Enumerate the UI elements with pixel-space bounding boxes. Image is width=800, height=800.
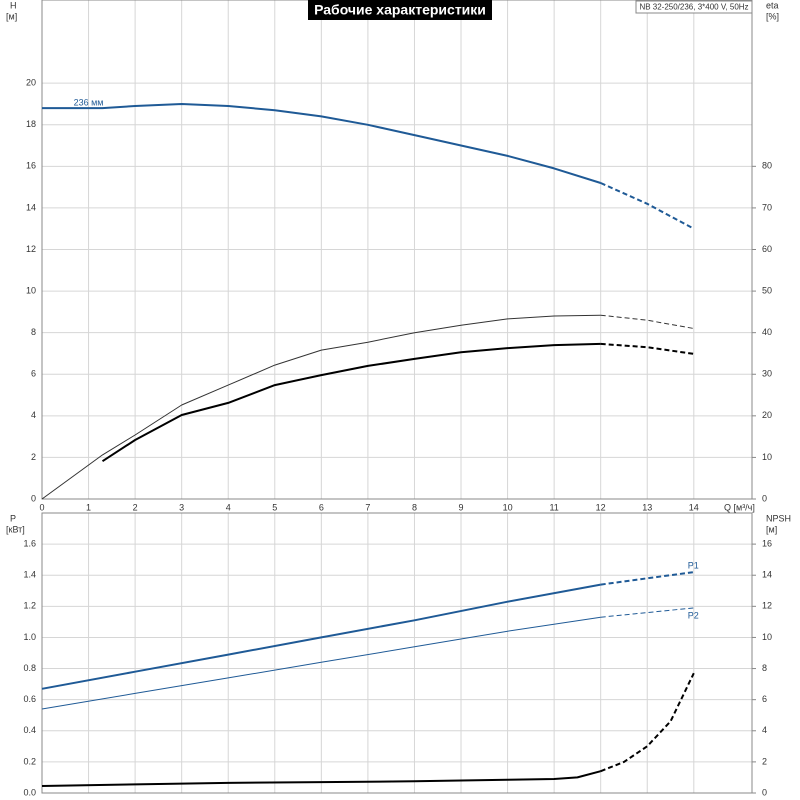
x-tick-label: 12: [596, 502, 606, 512]
y-tick-label: 20: [26, 78, 36, 88]
y-tick-label: 14: [26, 202, 36, 212]
y2-axis-label: NPSH: [766, 513, 791, 523]
y-tick-label: 16: [26, 161, 36, 171]
y2-tick-label: 60: [762, 244, 772, 254]
y-tick-label: 0.4: [23, 725, 36, 735]
y2-tick-label: 4: [762, 725, 767, 735]
x-tick-label: 5: [272, 502, 277, 512]
y2-tick-label: 0: [762, 787, 767, 797]
x-tick-label: 3: [179, 502, 184, 512]
plot-frame: [41, 0, 753, 500]
y-tick-label: 0.6: [23, 694, 36, 704]
curve: [41, 616, 601, 710]
y2-tick-label: 80: [762, 161, 772, 171]
y2-tick-label: 10: [762, 452, 772, 462]
y2-tick-label: 50: [762, 285, 772, 295]
curve: [101, 342, 601, 463]
y-tick-label: 0.2: [23, 756, 36, 766]
y-tick-label: 18: [26, 119, 36, 129]
y2-axis-unit: [м]: [766, 524, 777, 534]
title-box: [308, 0, 492, 20]
y-axis-label: H: [10, 0, 17, 10]
y-tick-label: 0: [31, 493, 36, 503]
y-tick-label: 1.0: [23, 632, 36, 642]
x-tick-label: 10: [503, 502, 513, 512]
series-label: P2: [688, 610, 699, 620]
y2-tick-label: 70: [762, 202, 772, 212]
x-tick-label: 1: [86, 502, 91, 512]
y-tick-label: 0.8: [23, 663, 36, 673]
curve: [41, 583, 601, 690]
subtitle-box: [635, 0, 753, 14]
y-axis-label: P: [10, 513, 16, 523]
x-tick-label: 2: [133, 502, 138, 512]
curve: [41, 314, 601, 500]
x-tick-label: 9: [459, 502, 464, 512]
y-tick-label: 1.2: [23, 601, 36, 611]
y-tick-label: 1.6: [23, 538, 36, 548]
x-tick-label: 11: [549, 502, 558, 512]
curve-dashed: [600, 182, 695, 230]
y-tick-label: 4: [31, 410, 36, 420]
y-axis-unit: [м]: [6, 11, 17, 21]
plot-frame: [41, 512, 753, 794]
y2-tick-label: 6: [762, 694, 767, 704]
curve-dashed: [600, 672, 695, 773]
y2-tick-label: 12: [762, 601, 772, 611]
curve: [41, 770, 601, 787]
y-tick-label: 2: [31, 452, 36, 462]
y2-tick-label: 40: [762, 327, 772, 337]
y2-tick-label: 30: [762, 369, 772, 379]
y-tick-label: 8: [31, 327, 36, 337]
y2-tick-label: 10: [762, 632, 772, 642]
curve: [42, 103, 601, 184]
y-tick-label: 1.4: [23, 570, 36, 580]
y2-tick-label: 0: [762, 493, 767, 503]
y2-axis-label: eta: [766, 0, 779, 10]
y2-tick-label: 14: [762, 570, 772, 580]
chart-subtitle: NB 32-250/236, 3*400 V, 50Hz: [639, 3, 748, 12]
y2-tick-label: 20: [762, 410, 772, 420]
chart-title: Рабочие характеристики: [314, 2, 486, 18]
x-tick-label: 6: [319, 502, 324, 512]
y2-tick-label: 16: [762, 538, 772, 548]
y-tick-label: 10: [26, 285, 36, 295]
y2-tick-label: 8: [762, 663, 767, 673]
y-axis-unit: [кВт]: [6, 524, 25, 534]
y-tick-label: 6: [31, 369, 36, 379]
x-tick-label: 14: [689, 502, 699, 512]
y2-tick-label: 2: [762, 756, 767, 766]
series-label: 236 мм: [74, 97, 104, 107]
y-tick-label: 0.0: [23, 787, 36, 797]
x-tick-label: 7: [365, 502, 370, 512]
x-tick-label: 8: [412, 502, 417, 512]
x-tick-label: 4: [226, 502, 231, 512]
y-tick-label: 12: [26, 244, 36, 254]
x-tick-label: 0: [39, 502, 44, 512]
x-tick-label: 13: [642, 502, 652, 512]
y2-axis-unit: [%]: [766, 11, 779, 21]
series-label: P1: [688, 560, 699, 570]
x-axis-label: Q [м³/ч]: [724, 502, 755, 512]
